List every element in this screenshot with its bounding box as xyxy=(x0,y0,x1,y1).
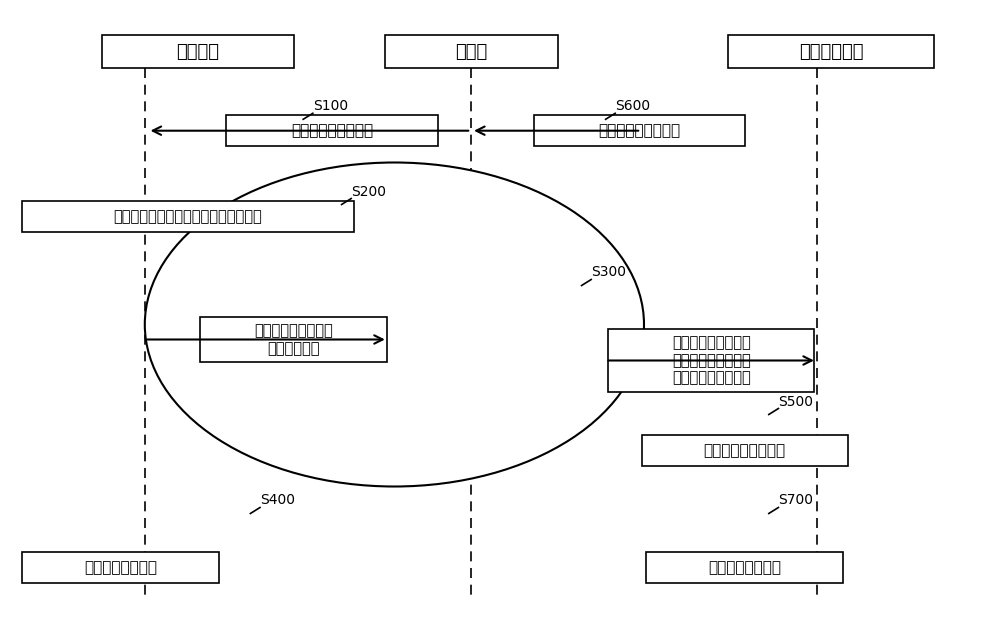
FancyBboxPatch shape xyxy=(22,552,219,583)
Text: S700: S700 xyxy=(778,494,813,508)
Text: 開啟無線充電操作。: 開啟無線充電操作。 xyxy=(704,443,786,458)
Text: 發送第一飛行航線；: 發送第一飛行航線； xyxy=(598,123,680,138)
FancyBboxPatch shape xyxy=(226,115,438,146)
Text: 向服務器發送飛行裝
置的位置信息: 向服務器發送飛行裝 置的位置信息 xyxy=(254,323,333,356)
FancyBboxPatch shape xyxy=(102,35,294,68)
Text: 服務器: 服務器 xyxy=(455,42,487,61)
Text: 調整無線充電角度: 調整無線充電角度 xyxy=(708,560,781,575)
Text: S600: S600 xyxy=(615,99,650,113)
FancyBboxPatch shape xyxy=(608,329,814,392)
Text: 飛行裝置: 飛行裝置 xyxy=(176,42,219,61)
FancyBboxPatch shape xyxy=(728,35,934,68)
FancyBboxPatch shape xyxy=(385,35,558,68)
FancyBboxPatch shape xyxy=(200,317,387,362)
Text: S100: S100 xyxy=(313,99,348,113)
FancyBboxPatch shape xyxy=(642,435,848,466)
Text: 調整無線充電角度: 調整無線充電角度 xyxy=(84,560,157,575)
Text: S500: S500 xyxy=(778,394,813,409)
FancyBboxPatch shape xyxy=(534,115,745,146)
FancyBboxPatch shape xyxy=(22,201,354,232)
Text: 獲取第一飛行航線；: 獲取第一飛行航線； xyxy=(291,123,373,138)
Text: 根據所述飛行裝置的
位置信息，向無線充
電節點發送充電指令: 根據所述飛行裝置的 位置信息，向無線充 電節點發送充電指令 xyxy=(672,336,751,386)
Text: S400: S400 xyxy=(260,494,295,508)
Text: 控制飛行裝置在第一飛行航線上飛行；: 控制飛行裝置在第一飛行航線上飛行； xyxy=(114,209,262,224)
Text: S300: S300 xyxy=(591,266,626,279)
Ellipse shape xyxy=(145,162,644,486)
Text: S200: S200 xyxy=(351,184,386,199)
Text: 無線充電節點: 無線充電節點 xyxy=(799,42,863,61)
FancyBboxPatch shape xyxy=(646,552,843,583)
